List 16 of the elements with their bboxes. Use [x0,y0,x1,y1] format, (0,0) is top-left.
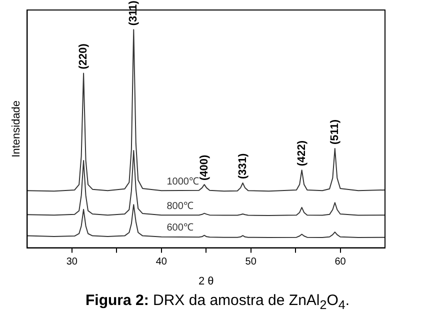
annotation: (511) [328,119,341,145]
series-label: 600℃ [166,222,194,234]
annotation: (311) [128,0,140,26]
series-label: 800℃ [166,200,194,212]
series-label: 1000℃ [166,176,199,188]
annotation: (400) [198,154,210,181]
x-axis-title: 2 θ [198,275,214,288]
x-tick-label: 40 [156,256,168,268]
x-tick-label: 30 [66,256,78,268]
annotation: (422) [296,140,308,166]
text: Figura 2: DRX da amostra de ZnAl$_{2}$O$_{4}$. [84,292,350,312]
annotation: (331) [236,152,249,180]
x-tick-label: 50 [245,256,257,268]
annotation: (220) [78,43,90,70]
x-tick-label: 60 [334,256,346,268]
y-axis-title: Intensidade [10,100,23,158]
